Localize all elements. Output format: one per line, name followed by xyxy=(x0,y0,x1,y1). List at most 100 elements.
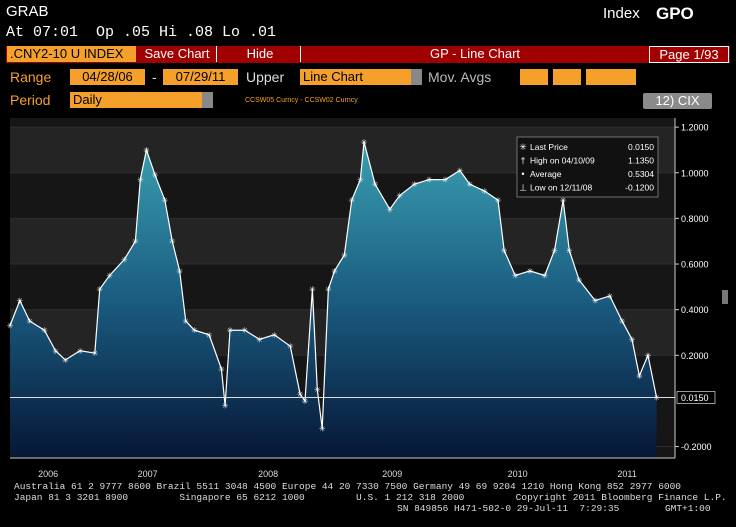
point-marker: ✳ xyxy=(348,196,355,205)
end-date[interactable]: 07/29/11 xyxy=(163,69,238,85)
point-marker: ✳ xyxy=(121,255,128,264)
point-marker: ✳ xyxy=(182,317,189,326)
quote: At 07:01 Op .05 Hi .08 Lo .01 xyxy=(6,24,277,41)
point-marker: ✳ xyxy=(241,326,248,335)
point-marker: ✳ xyxy=(457,166,464,175)
index-label: Index xyxy=(603,5,640,22)
x-tick-label: 2006 xyxy=(38,469,58,479)
legend-label: Average xyxy=(530,169,562,179)
x-tick-label: 2010 xyxy=(508,469,528,479)
legend-icon: † xyxy=(520,156,525,166)
y-tick-label: 0.6000 xyxy=(681,260,709,270)
point-marker: ✳ xyxy=(442,176,449,185)
legend-label: High on 04/10/09 xyxy=(530,156,595,166)
legend-icon: ✳ xyxy=(519,142,527,152)
point-marker: ✳ xyxy=(501,246,508,255)
hide-button[interactable]: Hide xyxy=(220,46,301,62)
point-marker: ✳ xyxy=(396,192,403,201)
cix-button[interactable]: 12) CIX xyxy=(643,93,712,109)
upper-value: Line Chart xyxy=(303,69,363,84)
scroll-handle xyxy=(722,290,728,304)
point-marker: ✳ xyxy=(77,347,84,356)
x-tick-label: 2008 xyxy=(258,469,278,479)
point-marker: ✳ xyxy=(527,267,534,276)
security[interactable]: .CNY2-10 U INDEX xyxy=(7,46,136,62)
point-marker: ✳ xyxy=(341,251,348,260)
legend-label: Last Price xyxy=(530,142,568,152)
y-tick-label: -0.2000 xyxy=(681,442,712,452)
y-tick-label: 1.2000 xyxy=(681,123,709,133)
point-marker: ✳ xyxy=(325,285,332,294)
legend-label: Low on 12/11/08 xyxy=(530,183,592,193)
legend-value: 1.1350 xyxy=(628,156,654,166)
point-marker: ✳ xyxy=(137,176,144,185)
point-marker: ✳ xyxy=(495,196,502,205)
point-marker: ✳ xyxy=(386,205,393,214)
point-marker: ✳ xyxy=(541,271,548,280)
mov-avgs-label: Mov. Avgs xyxy=(428,69,492,85)
point-marker: ✳ xyxy=(619,317,626,326)
spread-label: CCSW05 Curncy - CCSW02 Curncy xyxy=(245,97,358,104)
point-marker: ✳ xyxy=(218,365,225,374)
point-marker: ✳ xyxy=(426,176,433,185)
point-marker: ✳ xyxy=(191,326,198,335)
start-date[interactable]: 04/28/06 xyxy=(70,69,145,85)
legend-value: 0.0150 xyxy=(628,142,654,152)
legend-icon: ⊥ xyxy=(519,183,527,193)
line xyxy=(9,141,658,429)
point-marker: ✳ xyxy=(372,180,379,189)
upper-label: Upper xyxy=(246,69,285,85)
point-marker: ✳ xyxy=(645,351,652,360)
point-marker: ✳ xyxy=(7,322,14,331)
point-marker: ✳ xyxy=(314,386,321,395)
range-label: Range xyxy=(10,69,52,85)
last-price-box xyxy=(676,391,716,404)
point-marker: ✳ xyxy=(361,138,368,147)
point-marker: ✳ xyxy=(297,390,304,399)
upper-dropdown[interactable]: Line Chart xyxy=(300,69,422,85)
point-marker: ✳ xyxy=(566,246,573,255)
page-indicator: Page 1/93 xyxy=(649,46,729,63)
function-label: GPO xyxy=(656,4,694,23)
y-tick-label: 0.8000 xyxy=(681,214,709,224)
period-dropdown[interactable]: Daily xyxy=(70,92,213,108)
point-marker: ✳ xyxy=(411,180,418,189)
point-marker: ✳ xyxy=(176,267,183,276)
point-marker: ✳ xyxy=(143,146,150,155)
chart-name: GP - Line Chart xyxy=(429,46,521,61)
save-button[interactable]: Save Chart xyxy=(138,46,217,62)
footer-line: Japan 81 3 3201 8900 Singapore 65 6212 1… xyxy=(14,492,727,503)
point-marker: ✳ xyxy=(271,331,278,340)
point-marker: ✳ xyxy=(96,285,103,294)
point-marker: ✳ xyxy=(222,402,229,411)
point-marker: ✳ xyxy=(52,347,59,356)
point-marker: ✳ xyxy=(162,196,169,205)
point-marker: ✳ xyxy=(319,424,326,433)
y-tick-label: 0.4000 xyxy=(681,305,709,315)
dash: - xyxy=(152,69,157,85)
x-tick-label: 2009 xyxy=(382,469,402,479)
ma-input[interactable] xyxy=(553,69,581,85)
point-marker: ✳ xyxy=(560,196,567,205)
point-marker: ✳ xyxy=(152,171,159,180)
legend: ✳ Last Price 0.0150 † High on 04/10/09 1.1350… xyxy=(516,136,659,198)
point-marker: ✳ xyxy=(169,237,176,246)
last-price-label: 0.0150 xyxy=(681,393,709,403)
legend-value: 0.5304 xyxy=(628,169,654,179)
ma-input[interactable] xyxy=(520,69,548,85)
point-marker: ✳ xyxy=(91,349,98,358)
title: GRAB xyxy=(6,3,49,20)
x-tick-label: 2011 xyxy=(617,469,636,479)
point-marker: ✳ xyxy=(607,292,614,301)
dropdown-arrow xyxy=(202,92,213,108)
point-marker: ✳ xyxy=(357,176,364,185)
point-marker: ✳ xyxy=(592,297,599,306)
period-label: Period xyxy=(10,92,51,108)
point-marker: ✳ xyxy=(26,317,33,326)
point-marker: ✳ xyxy=(466,180,473,189)
legend-value: -0.1200 xyxy=(625,183,654,193)
ma-input[interactable] xyxy=(586,69,636,85)
footer-line: SN 849856 H471-502-0 29-Jul-11 7:29:35 G… xyxy=(397,503,711,514)
point-marker: ✳ xyxy=(287,342,294,351)
period-value: Daily xyxy=(73,92,102,107)
